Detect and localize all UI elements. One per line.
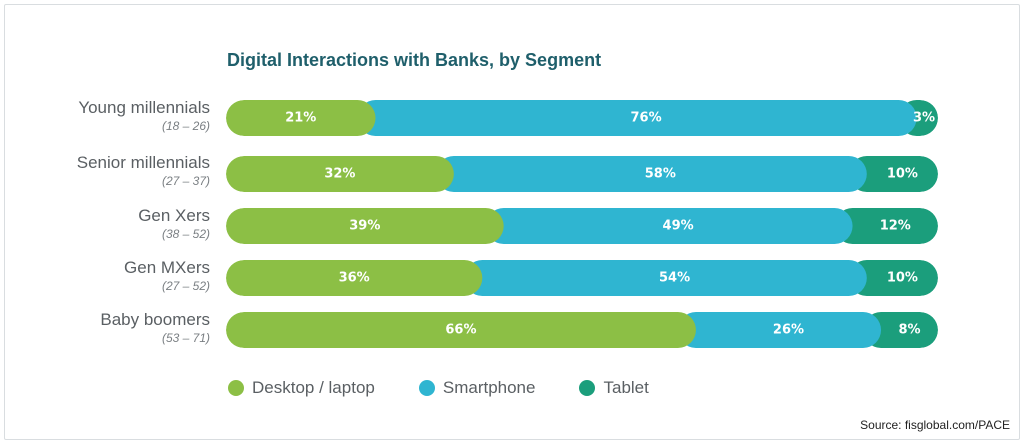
category-label-gen-mxers: Gen MXers (27 – 52) bbox=[20, 258, 210, 294]
bar-row-baby-boomers bbox=[226, 312, 938, 348]
data-label-tablet-gen-mxers: 10% bbox=[887, 271, 918, 286]
data-label-desktop-laptop-senior-millennials: 32% bbox=[324, 167, 355, 182]
bar-segment-tablet-senior-millennials bbox=[848, 156, 938, 192]
bar-segment-tablet-gen-mxers bbox=[848, 260, 938, 296]
data-label-smartphone-gen-mxers: 54% bbox=[659, 271, 690, 286]
chart-frame bbox=[4, 4, 1020, 440]
category-label-senior-millennials: Senior millennials (27 – 37) bbox=[20, 153, 210, 189]
bar-segment-smartphone-young-millennials bbox=[357, 100, 917, 136]
data-label-tablet-baby-boomers: 8% bbox=[898, 323, 920, 338]
data-label-smartphone-young-millennials: 76% bbox=[631, 111, 662, 126]
data-label-desktop-laptop-young-millennials: 21% bbox=[285, 111, 316, 126]
category-subtitle: (53 – 71) bbox=[161, 331, 210, 345]
legend-swatch-desktop-laptop bbox=[228, 380, 244, 396]
chart-title: Digital Interactions with Banks, by Segm… bbox=[227, 50, 602, 70]
bar-row-young-millennials bbox=[226, 100, 938, 136]
data-label-smartphone-baby-boomers: 26% bbox=[773, 323, 804, 338]
bar-segment-tablet-gen-xers bbox=[834, 208, 938, 244]
legend-label: Desktop / laptop bbox=[252, 378, 375, 397]
data-label-smartphone-senior-millennials: 58% bbox=[645, 167, 676, 182]
category-name: Gen Xers bbox=[138, 206, 210, 225]
bar-segment-desktop-laptop-gen-xers bbox=[226, 208, 504, 244]
bar-row-senior-millennials bbox=[226, 156, 938, 192]
data-label-desktop-laptop-gen-xers: 39% bbox=[349, 219, 380, 234]
bar-segment-desktop-laptop-baby-boomers bbox=[226, 312, 696, 348]
bar-segment-desktop-laptop-young-millennials bbox=[226, 100, 376, 136]
bar-segment-desktop-laptop-senior-millennials bbox=[226, 156, 454, 192]
legend-label: Smartphone bbox=[442, 378, 536, 397]
bar-segment-smartphone-gen-xers bbox=[485, 208, 853, 244]
legend-item-smartphone: Smartphone bbox=[418, 378, 536, 398]
legend-swatch-tablet bbox=[579, 380, 596, 396]
legend-item-tablet: Tablet bbox=[579, 378, 649, 398]
bar-row-gen-mxers bbox=[226, 260, 938, 296]
legend-swatch-smartphone bbox=[418, 380, 435, 396]
legend-label: Tablet bbox=[603, 378, 649, 397]
category-name: Gen MXers bbox=[124, 258, 210, 277]
data-label-tablet-senior-millennials: 10% bbox=[887, 167, 918, 182]
category-name: Senior millennials bbox=[76, 153, 210, 172]
bar-row-gen-xers bbox=[226, 208, 938, 244]
category-name: Baby boomers bbox=[100, 310, 210, 329]
data-label-desktop-laptop-gen-mxers: 36% bbox=[339, 271, 370, 286]
bar-segment-tablet-baby-boomers bbox=[863, 312, 938, 348]
category-label-young-millennials: Young millennials (18 – 26) bbox=[20, 98, 210, 134]
bar-segment-smartphone-gen-mxers bbox=[464, 260, 867, 296]
category-subtitle: (27 – 37) bbox=[161, 174, 210, 188]
chart-legend: Desktop / laptop Smartphone Tablet bbox=[228, 378, 649, 398]
data-label-desktop-laptop-baby-boomers: 66% bbox=[445, 323, 476, 338]
source-note: Source: fisglobal.com/PACE bbox=[860, 418, 1010, 432]
data-label-tablet-young-millennials: 3% bbox=[913, 111, 935, 126]
category-name: Young millennials bbox=[78, 98, 210, 117]
data-label-tablet-gen-xers: 12% bbox=[880, 219, 911, 234]
bar-segment-smartphone-senior-millennials bbox=[435, 156, 867, 192]
data-label-smartphone-gen-xers: 49% bbox=[663, 219, 694, 234]
legend-item-desktop-laptop: Desktop / laptop bbox=[228, 378, 375, 398]
category-subtitle: (27 – 52) bbox=[161, 279, 210, 293]
bar-segment-desktop-laptop-gen-mxers bbox=[226, 260, 483, 296]
category-label-baby-boomers: Baby boomers (53 – 71) bbox=[20, 310, 210, 346]
category-subtitle: (38 – 52) bbox=[161, 227, 210, 241]
category-label-gen-xers: Gen Xers (38 – 52) bbox=[20, 206, 210, 242]
bar-segment-smartphone-baby-boomers bbox=[677, 312, 882, 348]
category-subtitle: (18 – 26) bbox=[161, 119, 210, 133]
